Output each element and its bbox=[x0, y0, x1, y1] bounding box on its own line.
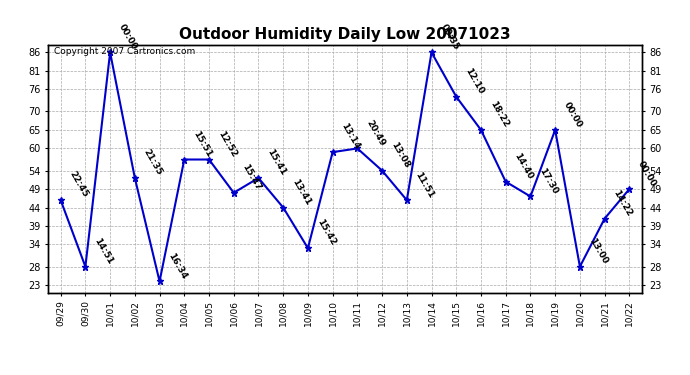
Text: 12:52: 12:52 bbox=[216, 129, 238, 159]
Text: 14:40: 14:40 bbox=[513, 152, 535, 181]
Text: 16:34: 16:34 bbox=[166, 251, 188, 280]
Text: 13:00: 13:00 bbox=[586, 237, 609, 266]
Text: 14:22: 14:22 bbox=[611, 189, 633, 218]
Text: 20:49: 20:49 bbox=[364, 118, 386, 148]
Text: 11:51: 11:51 bbox=[414, 170, 436, 200]
Title: Outdoor Humidity Daily Low 20071023: Outdoor Humidity Daily Low 20071023 bbox=[179, 27, 511, 42]
Text: 15:41: 15:41 bbox=[266, 148, 288, 177]
Text: 14:51: 14:51 bbox=[92, 237, 115, 266]
Text: 15:42: 15:42 bbox=[315, 218, 337, 248]
Text: 00:00: 00:00 bbox=[562, 100, 584, 129]
Text: 22:45: 22:45 bbox=[68, 170, 90, 200]
Text: 18:22: 18:22 bbox=[488, 100, 510, 129]
Text: 00:00: 00:00 bbox=[117, 23, 139, 52]
Text: 12:10: 12:10 bbox=[463, 67, 485, 96]
Text: 13:08: 13:08 bbox=[389, 141, 411, 170]
Text: 15:51: 15:51 bbox=[191, 129, 213, 159]
Text: 13:14: 13:14 bbox=[339, 122, 362, 152]
Text: 13:41: 13:41 bbox=[290, 177, 313, 207]
Text: 21:35: 21:35 bbox=[141, 148, 164, 177]
Text: Copyright 2007 Cartronics.com: Copyright 2007 Cartronics.com bbox=[55, 48, 195, 57]
Text: 15:47: 15:47 bbox=[241, 162, 263, 192]
Text: 00:00: 00:00 bbox=[636, 159, 658, 188]
Text: 17:30: 17:30 bbox=[538, 166, 560, 196]
Text: 00:35: 00:35 bbox=[438, 22, 460, 52]
